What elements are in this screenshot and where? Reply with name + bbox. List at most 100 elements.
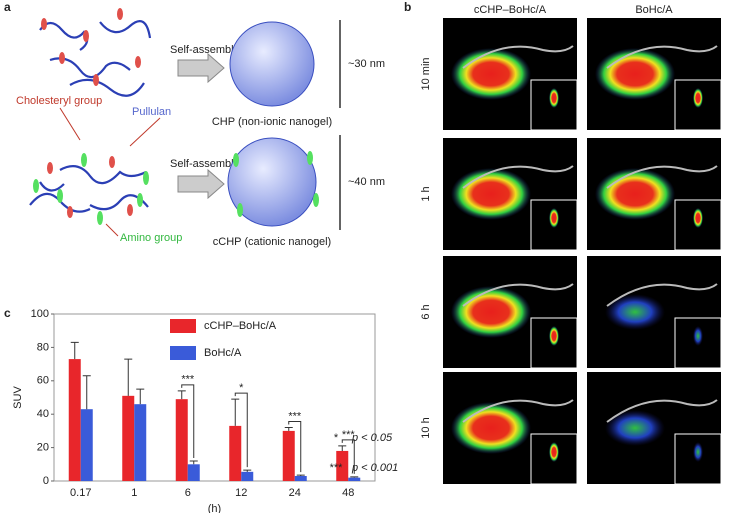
- signal: [595, 168, 675, 220]
- signal: [451, 168, 531, 220]
- error-bar: [243, 469, 252, 472]
- signal: [451, 48, 531, 100]
- inset-signal: [549, 326, 559, 346]
- x-tick-label: 1: [131, 487, 137, 499]
- skeleton: [462, 45, 574, 69]
- panel-label: c: [4, 306, 11, 320]
- nanogel: [229, 21, 315, 107]
- annotation: Pullulan: [132, 106, 171, 118]
- inset-signal: [549, 88, 559, 108]
- significance-bracket: [288, 421, 302, 473]
- skeleton: [606, 399, 718, 423]
- bar: [282, 430, 295, 481]
- row-label: 10 min: [420, 57, 432, 90]
- caption: cCHP (cationic nanogel): [213, 236, 331, 248]
- legend-swatch: [170, 346, 196, 360]
- skeleton: [462, 283, 574, 307]
- amino-groups: [33, 153, 149, 225]
- inset-signal: [549, 442, 559, 462]
- error-bar: [189, 460, 198, 465]
- arrow: [177, 168, 225, 200]
- bar: [80, 409, 93, 481]
- inset-signal: [549, 208, 559, 228]
- significance-bracket: [181, 384, 195, 458]
- arrow: [177, 52, 225, 84]
- error-bar: [124, 358, 133, 396]
- inset-signal: [693, 88, 703, 108]
- size-label: ~30 nm: [348, 58, 385, 70]
- x-tick-label: 48: [342, 487, 354, 499]
- panel-label: b: [404, 0, 411, 14]
- row-label: 1 h: [420, 186, 432, 201]
- caption: CHP (non-ionic nanogel): [212, 116, 332, 128]
- significance-mark: ***: [342, 429, 356, 441]
- y-tick-label: 100: [31, 308, 49, 320]
- y-tick-label: 60: [37, 375, 49, 387]
- legend-swatch: [170, 319, 196, 333]
- significance-mark: *: [239, 382, 244, 394]
- bar: [348, 477, 361, 481]
- inset-signal: [693, 208, 703, 228]
- signal: [451, 286, 531, 338]
- x-tick-label: 6: [185, 487, 191, 499]
- bar: [68, 359, 81, 481]
- skeleton: [606, 283, 718, 307]
- legend-label: p < 0.001: [351, 462, 398, 474]
- y-tick-label: 20: [37, 442, 49, 454]
- error-bar: [70, 341, 79, 360]
- signal: [605, 410, 665, 446]
- error-bar: [231, 398, 240, 426]
- legend-label: cCHP–BoHc/A: [204, 320, 277, 332]
- annotation: Amino group: [120, 232, 182, 244]
- legend-label: p < 0.05: [351, 432, 393, 444]
- row-label: 10 h: [420, 417, 432, 438]
- plot-frame: [53, 313, 376, 482]
- skeleton: [606, 45, 718, 69]
- y-tick-label: 40: [37, 408, 49, 420]
- bar: [336, 450, 349, 481]
- bar: [187, 464, 200, 481]
- bar: [122, 395, 135, 481]
- significance-mark: ***: [288, 410, 302, 422]
- column-header: cCHP–BoHc/A: [474, 4, 547, 16]
- legend-symbol: ***: [330, 462, 344, 474]
- signal: [451, 402, 531, 454]
- legend-symbol: *: [334, 432, 339, 444]
- x-axis-label: (h): [208, 503, 221, 513]
- bar: [294, 475, 307, 481]
- cholesteryl-groups: [41, 8, 141, 218]
- row-label: 6 h: [420, 304, 432, 319]
- bar: [229, 425, 242, 481]
- amino-groups: [233, 151, 319, 217]
- y-axis-label: SUV: [12, 386, 24, 409]
- error-bar: [296, 474, 305, 476]
- panel-c: c 0 20 40 60 80 100 SUV (h) 0.17 1 6 *** 12 * 24 *** 48 *…: [4, 306, 398, 513]
- error-bar: [284, 427, 293, 431]
- skeleton: [606, 165, 718, 189]
- panel-a: a Cholesteryl group Pullulan Amino group…: [4, 0, 385, 248]
- legend-label: BoHc/A: [204, 347, 242, 359]
- y-tick-label: 0: [43, 475, 49, 487]
- arrows: [59, 107, 161, 237]
- column-header: BoHc/A: [635, 4, 673, 16]
- error-bar: [338, 445, 347, 451]
- error-bar: [350, 476, 359, 478]
- bar: [241, 471, 254, 481]
- error-bar: [177, 390, 186, 400]
- inset-signal: [693, 442, 703, 462]
- nanogel: [227, 137, 317, 227]
- signal: [595, 48, 675, 100]
- panel-label: a: [4, 0, 11, 14]
- bar: [175, 399, 188, 481]
- inset-signal: [693, 326, 703, 346]
- x-tick-label: 24: [289, 487, 301, 499]
- signal: [605, 294, 665, 330]
- significance-mark: ***: [181, 374, 195, 386]
- bar: [134, 404, 147, 481]
- label: Self-assembly: [170, 158, 240, 170]
- skeleton: [462, 399, 574, 423]
- x-tick-label: 0.17: [70, 487, 91, 499]
- error-bar: [82, 375, 91, 410]
- annotation: Cholesteryl group: [16, 95, 102, 107]
